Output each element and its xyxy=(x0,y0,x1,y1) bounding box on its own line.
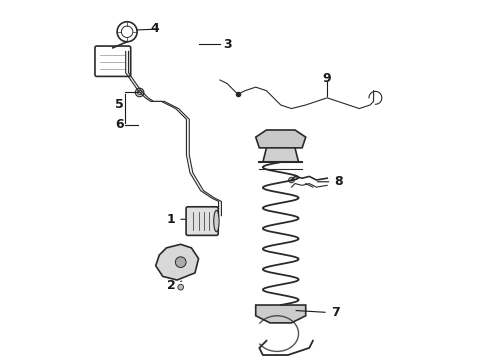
FancyBboxPatch shape xyxy=(186,207,218,235)
Polygon shape xyxy=(263,141,298,162)
Circle shape xyxy=(178,284,184,290)
Text: 7: 7 xyxy=(296,306,340,319)
Polygon shape xyxy=(256,305,306,323)
Text: 6: 6 xyxy=(115,118,123,131)
Ellipse shape xyxy=(214,211,219,232)
Text: 9: 9 xyxy=(323,72,331,85)
Text: 8: 8 xyxy=(318,175,343,188)
Polygon shape xyxy=(156,244,198,280)
Text: 3: 3 xyxy=(223,38,232,51)
Text: 5: 5 xyxy=(115,99,123,112)
Circle shape xyxy=(175,257,186,267)
Text: 1: 1 xyxy=(167,213,185,226)
Text: 2: 2 xyxy=(167,279,182,292)
Circle shape xyxy=(135,88,144,97)
Polygon shape xyxy=(256,130,306,148)
Text: 4: 4 xyxy=(150,22,159,35)
Circle shape xyxy=(289,177,294,183)
